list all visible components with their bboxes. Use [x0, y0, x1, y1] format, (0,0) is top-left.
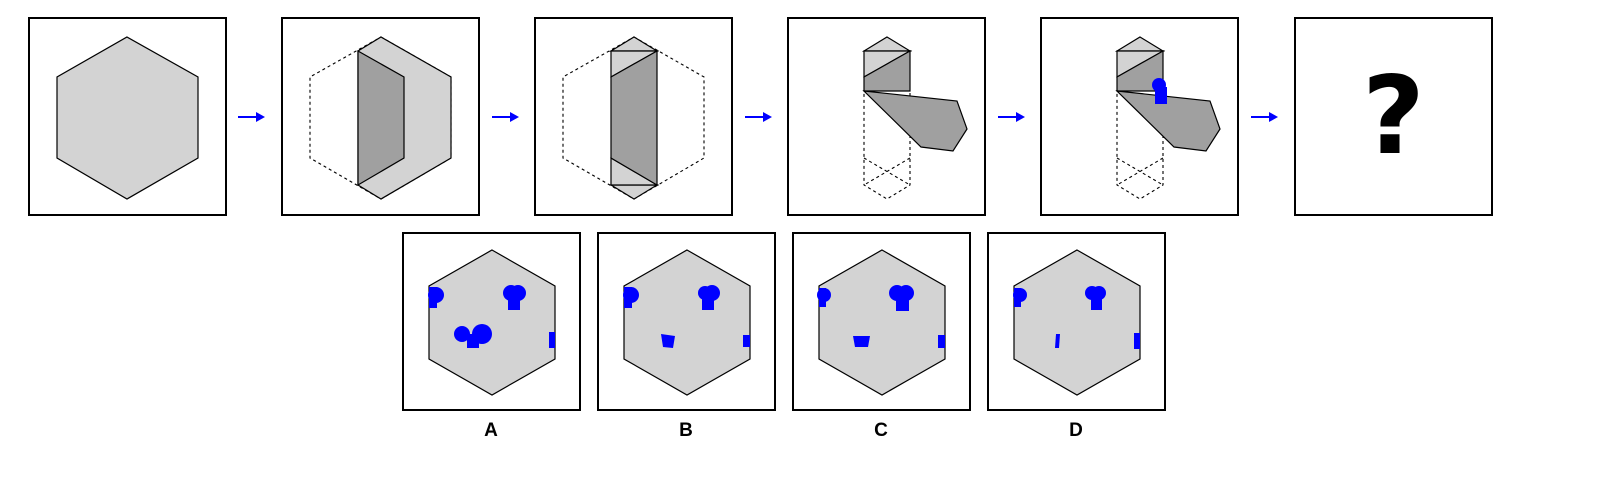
hexagon-sheet [56, 36, 199, 200]
step-1-figure [56, 36, 199, 200]
right-arrow-icon [238, 112, 265, 122]
hole-marks [428, 285, 555, 348]
folded-wing [862, 90, 968, 152]
step-2-figure [309, 36, 452, 200]
folded-flap [357, 49, 405, 187]
hole-marks [817, 285, 945, 348]
option-b-figure [623, 249, 751, 396]
strip-bottom-cap [608, 184, 660, 200]
option-a-figure [428, 249, 556, 396]
step-5-figure [1114, 36, 1221, 200]
option-d-label: D [1069, 420, 1083, 441]
step-4-panel [787, 17, 986, 216]
punched-hole-mark [1152, 78, 1167, 104]
strip-top-cap [861, 36, 913, 52]
option-b-label: B [679, 420, 693, 441]
step-3-figure [562, 36, 705, 200]
step-4-figure [861, 36, 968, 200]
step-5-panel [1040, 17, 1239, 216]
option-b-panel[interactable] [597, 232, 776, 411]
option-c-panel[interactable] [792, 232, 971, 411]
right-arrow-icon [492, 112, 519, 122]
option-d-figure [1013, 249, 1141, 396]
folded-wing [1115, 90, 1221, 152]
step-2-panel [281, 17, 480, 216]
option-c-figure [817, 249, 946, 396]
step-1-panel [28, 17, 227, 216]
strip-top-cap [1114, 36, 1166, 52]
answer-panel: ? [1294, 17, 1493, 216]
question-mark: ? [1362, 54, 1425, 179]
right-arrow-icon [998, 112, 1025, 122]
step-3-panel [534, 17, 733, 216]
option-c-label: C [874, 420, 888, 441]
strip-top-cap [608, 36, 660, 52]
folded-strip [610, 49, 658, 187]
right-arrow-icon [745, 112, 772, 122]
hole-marks [623, 285, 750, 348]
right-arrow-icon [1251, 112, 1278, 122]
option-a-panel[interactable] [402, 232, 581, 411]
option-a-label: A [484, 420, 498, 441]
hole-marks [1013, 286, 1140, 349]
option-d-panel[interactable] [987, 232, 1166, 411]
